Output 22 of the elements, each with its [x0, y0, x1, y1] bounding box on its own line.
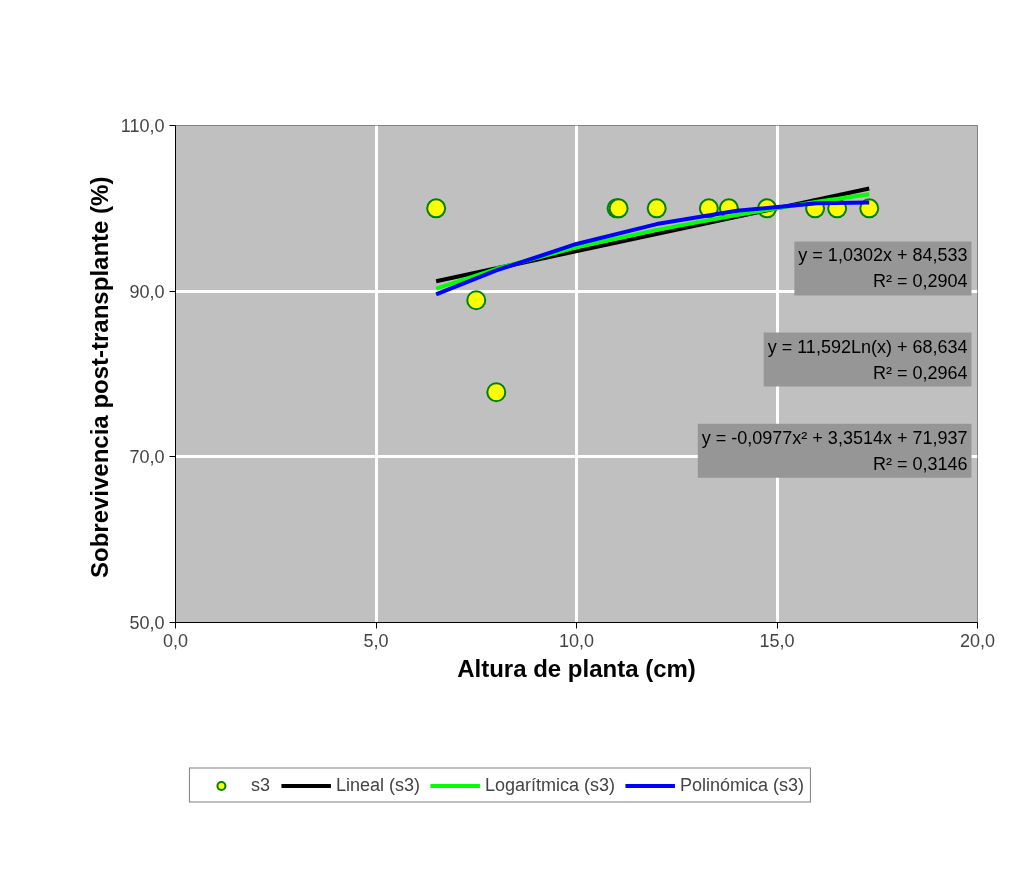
legend-label: s3: [250, 774, 271, 796]
point: [466, 290, 487, 311]
annotation: y = 11,592Ln(x) + 68,634 R² = 0,2964: [767, 336, 968, 383]
y-tick-label: 90,0: [129, 281, 165, 302]
y-tick-label: 70,0: [129, 447, 165, 468]
y-tick-label: 50,0: [129, 613, 165, 633]
y-tick-label: 110,0: [120, 116, 165, 136]
point: [426, 198, 447, 219]
x-axis-title: Altura de planta (cm): [457, 654, 696, 682]
annotation: y = 1,0302x + 84,533 R² = 0,2904: [798, 245, 968, 292]
x-tick-label: 15,0: [759, 630, 795, 651]
x-tick-label: 20,0: [959, 630, 996, 651]
point: [646, 198, 667, 219]
annotation: y = -0,0977x² + 3,3514x + 71,937 R² = 0,3146: [701, 427, 968, 474]
legend-label: Logarítmica (s3): [484, 774, 616, 796]
legend-label: Lineal (s3): [335, 774, 420, 796]
x-tick-label: 0,0: [162, 630, 189, 651]
x-tick-label: 10,0: [558, 630, 595, 651]
point: [486, 382, 507, 403]
x-tick-label: 5,0: [363, 630, 389, 651]
y-axis-title: Sobrevivencia post-transplante (%): [85, 176, 113, 579]
legend-label: Polinómica (s3): [680, 774, 805, 796]
